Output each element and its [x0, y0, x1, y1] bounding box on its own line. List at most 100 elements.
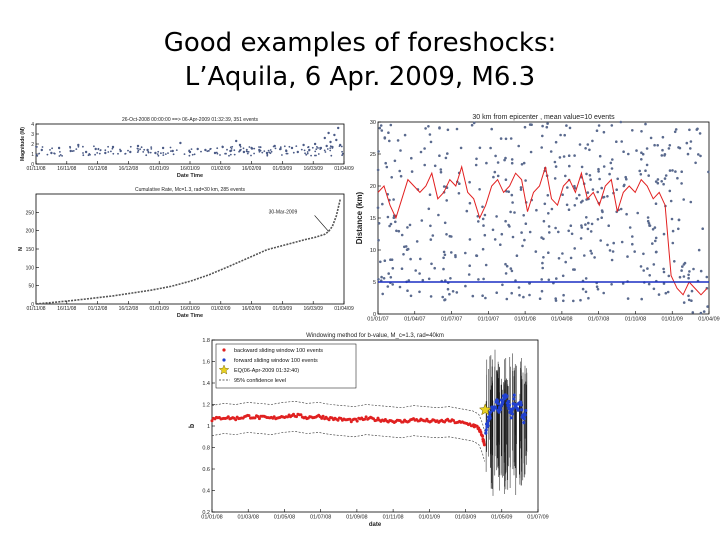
- bvalue-xtick-label: 01/01/08: [201, 515, 222, 521]
- distance-event-point: [376, 206, 380, 209]
- distance-event-point: [524, 179, 527, 182]
- magnitude-event-point: [193, 153, 196, 156]
- magnitude-data-point: [238, 143, 242, 147]
- distance-event-point: [500, 232, 504, 236]
- magnitude-data-point: [154, 151, 157, 155]
- distance-event-point: [699, 154, 702, 158]
- distance-event-point: [483, 233, 487, 237]
- distance-event-point: [406, 247, 410, 251]
- distance-event-point: [470, 123, 474, 127]
- magnitude-data-point: [250, 146, 253, 150]
- distance-event-point: [388, 139, 391, 143]
- magnitude-data-point: [179, 141, 182, 145]
- magnitude-data-point: [296, 150, 299, 154]
- distance-event-point: [509, 210, 512, 214]
- distance-event-point: [382, 277, 386, 280]
- magnitude-data-point: [94, 147, 97, 151]
- magnitude-event-point: [285, 152, 288, 155]
- magnitude-event-point: [87, 154, 90, 157]
- distance-event-point: [660, 180, 663, 183]
- distance-event-point: [562, 155, 566, 158]
- distance-event-point: [625, 177, 628, 181]
- distance-event-point: [378, 126, 382, 130]
- magnitude-event-point: [314, 150, 317, 153]
- distance-event-point: [398, 285, 402, 289]
- bvalue-ytick-label: 0.2: [202, 510, 210, 516]
- distance-event-point: [671, 241, 675, 245]
- magnitude-event-point: [35, 153, 38, 156]
- distance-event-point: [439, 170, 443, 174]
- distance-event-point: [690, 289, 694, 293]
- distance-event-point: [633, 250, 636, 253]
- magnitude-panel-frame: [35, 123, 345, 165]
- bvalue-forward-point: [496, 402, 501, 406]
- magnitude-event-point: [71, 150, 74, 153]
- distance-event-point: [589, 230, 593, 233]
- distance-event-point: [446, 152, 449, 155]
- distance-ytick-label: 10: [370, 248, 376, 254]
- magnitude-event-point: [340, 145, 343, 148]
- bvalue-forward-point: [516, 408, 520, 412]
- distance-event-point: [662, 267, 665, 271]
- distance-event-point: [561, 252, 564, 255]
- distance-event-point: [590, 252, 593, 255]
- distance-event-point: [523, 125, 527, 129]
- magnitude-data-point: [104, 151, 107, 155]
- distance-event-point: [429, 238, 433, 241]
- magnitude-data-point: [290, 146, 294, 150]
- bvalue-xtick-label: 01/05/08: [274, 515, 295, 521]
- magnitude-event-point: [143, 148, 146, 151]
- distance-event-point: [607, 224, 610, 227]
- distance-event-point: [586, 143, 590, 146]
- distance-event-point: [513, 211, 516, 214]
- distance-event-point: [521, 244, 524, 248]
- distance-event-point: [438, 154, 441, 157]
- bvalue-legend-label: EQ(06-Apr-2009 01:32:40): [234, 368, 299, 374]
- magnitude-event-point: [248, 146, 251, 148]
- distance-event-point: [381, 202, 384, 206]
- magnitude-data-point: [313, 142, 317, 146]
- bvalue-xtick-label: 01/07/09: [527, 515, 548, 521]
- distance-event-point: [573, 184, 576, 188]
- magnitude-data-point: [40, 148, 43, 152]
- magnitude-xlabel: Date Time: [177, 173, 203, 179]
- distance-event-point: [407, 279, 411, 282]
- magnitude-data-point: [171, 149, 174, 153]
- magnitude-data-point: [337, 126, 340, 130]
- bvalue-backward-point: [375, 418, 378, 422]
- distance-event-point: [468, 180, 471, 184]
- magnitude-event-point: [341, 152, 344, 155]
- magnitude-event-point: [49, 149, 51, 151]
- magnitude-event-point: [225, 152, 227, 155]
- magnitude-event-point: [239, 145, 242, 148]
- magnitude-data-point: [196, 147, 199, 151]
- distance-event-point: [561, 193, 564, 196]
- magnitude-event-point: [233, 149, 236, 152]
- distance-event-point: [579, 237, 583, 240]
- distance-event-point: [586, 227, 590, 231]
- magnitude-event-point: [149, 151, 152, 154]
- distance-event-point: [520, 231, 523, 234]
- distance-event-point: [699, 269, 703, 273]
- distance-event-point: [654, 239, 657, 243]
- distance-event-point: [656, 181, 660, 185]
- magnitude-event-point: [157, 150, 160, 153]
- distance-event-point: [481, 217, 485, 221]
- magnitude-event-point: [77, 145, 80, 148]
- distance-event-point: [674, 128, 678, 131]
- magnitude-event-point: [51, 147, 53, 150]
- distance-event-point: [423, 147, 426, 150]
- magnitude-event-point: [150, 146, 153, 149]
- magnitude-event-point: [129, 145, 132, 148]
- magnitude-event-point: [89, 153, 91, 156]
- distance-event-point: [702, 310, 706, 313]
- bvalue-forward-point: [493, 405, 498, 409]
- distance-event-point: [631, 129, 634, 132]
- distance-event-point: [504, 219, 507, 223]
- bvalue-forward-point: [524, 408, 528, 413]
- bvalue-forward-point: [488, 416, 492, 420]
- distance-event-point: [561, 274, 565, 278]
- magnitude-event-point: [310, 154, 312, 157]
- distance-event-point: [511, 201, 514, 204]
